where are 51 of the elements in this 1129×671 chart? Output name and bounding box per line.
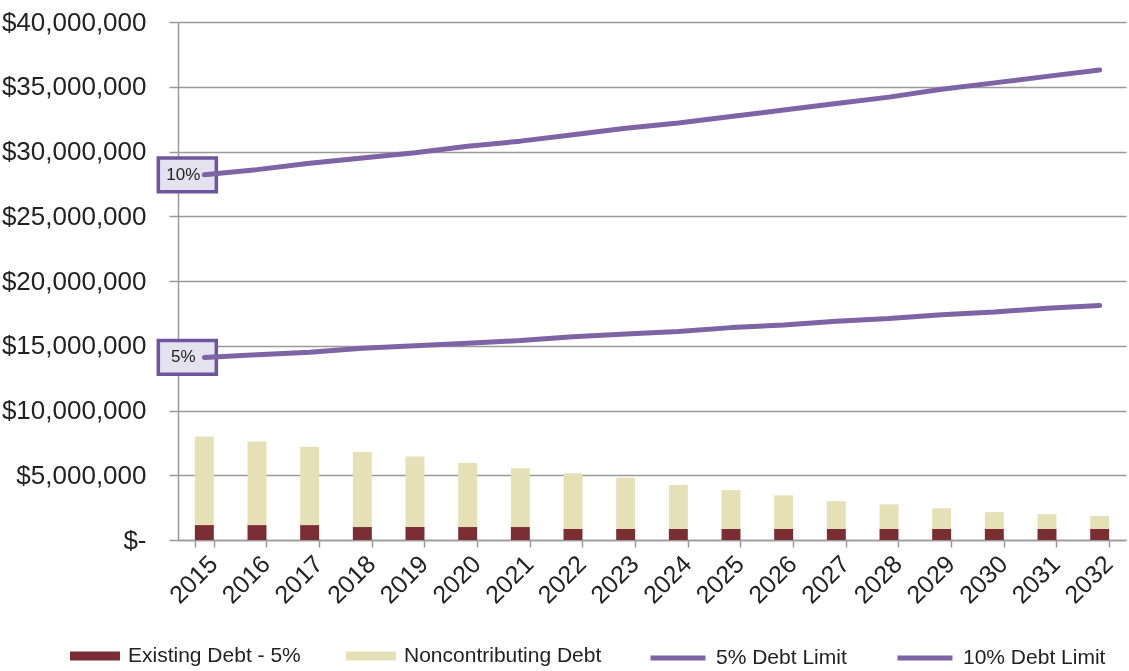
- y-tick-label: $15,000,000: [1, 330, 147, 361]
- bar: [300, 525, 320, 540]
- bar: [984, 512, 1004, 529]
- bar: [194, 436, 214, 526]
- legend-label: Noncontributing Debt: [404, 643, 602, 666]
- legend-label: 5% Debt Limit: [716, 645, 847, 668]
- bar: [826, 501, 846, 529]
- bar: [1037, 514, 1057, 529]
- y-tick-label: $10,000,000: [1, 395, 147, 425]
- bar: [563, 473, 583, 529]
- y-tick-label: $35,000,000: [1, 71, 147, 102]
- bar: [458, 462, 478, 528]
- bar: [352, 451, 372, 528]
- bar: [984, 528, 1004, 540]
- annotation: 10%: [166, 164, 201, 184]
- legend-label: Existing Debt - 5%: [128, 643, 301, 666]
- bar: [932, 508, 952, 529]
- bar: [510, 468, 530, 528]
- bar: [879, 528, 899, 540]
- bar: [247, 441, 267, 526]
- bar: [721, 490, 741, 529]
- bar: [510, 527, 530, 540]
- annotation: 5%: [171, 347, 196, 367]
- bar: [194, 525, 214, 540]
- bar: [616, 528, 636, 540]
- y-tick-label: $25,000,000: [1, 200, 147, 231]
- bar: [247, 525, 267, 540]
- bar: [352, 527, 372, 540]
- bar: [616, 477, 636, 529]
- bar: [774, 528, 794, 540]
- y-tick-label: $30,000,000: [1, 136, 147, 166]
- y-tick-label: $20,000,000: [1, 265, 147, 296]
- y-tick-label: $5,000,000: [16, 459, 147, 490]
- bar: [826, 528, 846, 540]
- legend-label: 10% Debt Limit: [963, 645, 1106, 668]
- bar: [721, 528, 741, 540]
- bar: [1090, 528, 1110, 540]
- bar: [1037, 528, 1057, 540]
- bar: [300, 446, 320, 526]
- bar: [668, 528, 688, 540]
- bar: [774, 495, 794, 529]
- bar: [1090, 516, 1110, 529]
- bar: [405, 456, 425, 528]
- bar: [563, 528, 583, 540]
- y-tick-label: $-: [123, 524, 147, 555]
- bar: [458, 527, 478, 540]
- y-tick-label: $40,000,000: [1, 6, 147, 37]
- bar: [879, 504, 899, 529]
- bar: [405, 527, 425, 540]
- bar: [932, 528, 952, 540]
- bar: [668, 484, 688, 529]
